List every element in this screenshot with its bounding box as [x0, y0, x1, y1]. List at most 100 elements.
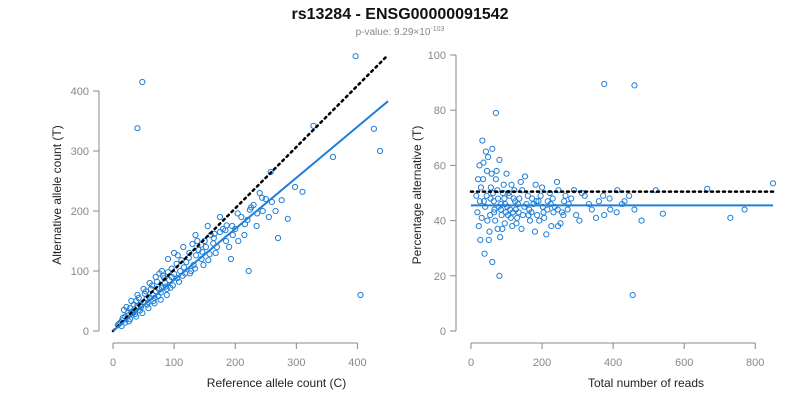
data-point: [548, 223, 555, 230]
data-point: [532, 181, 539, 188]
data-point: [481, 250, 488, 257]
data-point: [492, 176, 499, 183]
data-point: [370, 125, 378, 132]
y-axis-label: Alternative allele count (T): [50, 125, 64, 264]
data-point: [193, 252, 200, 259]
data-point: [613, 209, 620, 216]
data-point: [259, 194, 266, 201]
data-point: [521, 173, 529, 180]
data-point: [585, 200, 593, 208]
data-point: [194, 237, 201, 245]
data-point: [517, 178, 524, 186]
data-point: [497, 234, 504, 241]
data-point: [234, 210, 241, 217]
data-point: [357, 291, 364, 299]
data-point: [626, 192, 633, 199]
data-point: [189, 240, 196, 248]
data-point: [499, 225, 506, 232]
data-point: [526, 206, 533, 213]
x-tick-label: 200: [226, 357, 244, 369]
data-point: [272, 207, 279, 215]
data-point: [226, 243, 233, 251]
data-point: [555, 187, 562, 194]
data-point: [506, 192, 513, 199]
data-point: [578, 189, 585, 197]
data-point: [568, 195, 575, 202]
data-point: [487, 184, 494, 191]
y-tick-label: 300: [71, 146, 89, 158]
data-point: [614, 187, 621, 194]
data-point: [547, 200, 554, 208]
data-point: [606, 195, 613, 202]
data-point: [541, 214, 548, 221]
data-point: [278, 197, 285, 204]
x-axis-label: Reference allele count (C): [207, 376, 346, 390]
data-point: [475, 176, 482, 183]
y-tick-label: 0: [83, 326, 89, 338]
x-tick-label: 400: [604, 357, 622, 369]
data-point: [536, 217, 543, 224]
data-point: [164, 255, 172, 263]
data-point: [476, 162, 483, 169]
data-point: [216, 213, 224, 221]
data-point: [238, 213, 245, 221]
x-tick-label: 100: [165, 357, 183, 369]
data-point: [479, 176, 487, 183]
data-point: [352, 53, 359, 60]
data-point: [514, 214, 521, 221]
y-tick-label: 100: [71, 266, 89, 278]
data-point: [741, 206, 748, 213]
y-tick-label: 20: [434, 271, 446, 283]
data-point: [519, 211, 526, 219]
data-point: [229, 231, 236, 239]
data-point: [299, 188, 306, 195]
data-point: [204, 222, 211, 230]
data-point: [496, 272, 503, 279]
data-point: [329, 153, 337, 161]
data-point: [494, 187, 501, 194]
data-point: [485, 236, 492, 244]
data-point: [476, 198, 483, 205]
data-point: [253, 222, 260, 230]
reference-line: [111, 53, 390, 333]
data-point: [502, 209, 509, 216]
data-point: [483, 192, 490, 199]
data-point: [629, 292, 636, 299]
data-point: [473, 192, 480, 199]
data-point: [489, 258, 496, 266]
x-tick-label: 600: [675, 357, 693, 369]
x-tick-label: 400: [348, 357, 366, 369]
data-point: [509, 209, 517, 216]
data-point: [526, 217, 534, 224]
data-point: [482, 148, 490, 155]
data-point: [245, 267, 252, 275]
data-point: [558, 209, 566, 216]
data-point: [523, 200, 530, 208]
data-point: [519, 187, 526, 194]
y-tick-label: 200: [71, 206, 89, 218]
y-tick-label: 400: [71, 86, 89, 98]
data-point: [492, 109, 499, 117]
data-point: [265, 213, 272, 221]
data-point: [477, 184, 485, 191]
data-point: [195, 246, 202, 254]
data-point: [168, 273, 175, 281]
data-point: [564, 206, 571, 213]
data-point: [595, 198, 603, 205]
data-point: [488, 170, 495, 177]
data-point: [540, 209, 547, 216]
data-point: [227, 255, 235, 263]
data-point: [149, 282, 156, 289]
data-point: [212, 249, 219, 257]
data-point: [200, 261, 207, 269]
panel-right: 0 200 400 600 800 0 20 40 60 80 100 Total number of…: [410, 50, 777, 390]
fit-line: [112, 100, 389, 332]
data-point: [235, 237, 242, 245]
data-point: [524, 192, 531, 199]
y-tick-label: 100: [428, 50, 446, 62]
data-point: [174, 252, 181, 259]
x-tick-label: 800: [746, 357, 764, 369]
data-point: [769, 180, 777, 187]
